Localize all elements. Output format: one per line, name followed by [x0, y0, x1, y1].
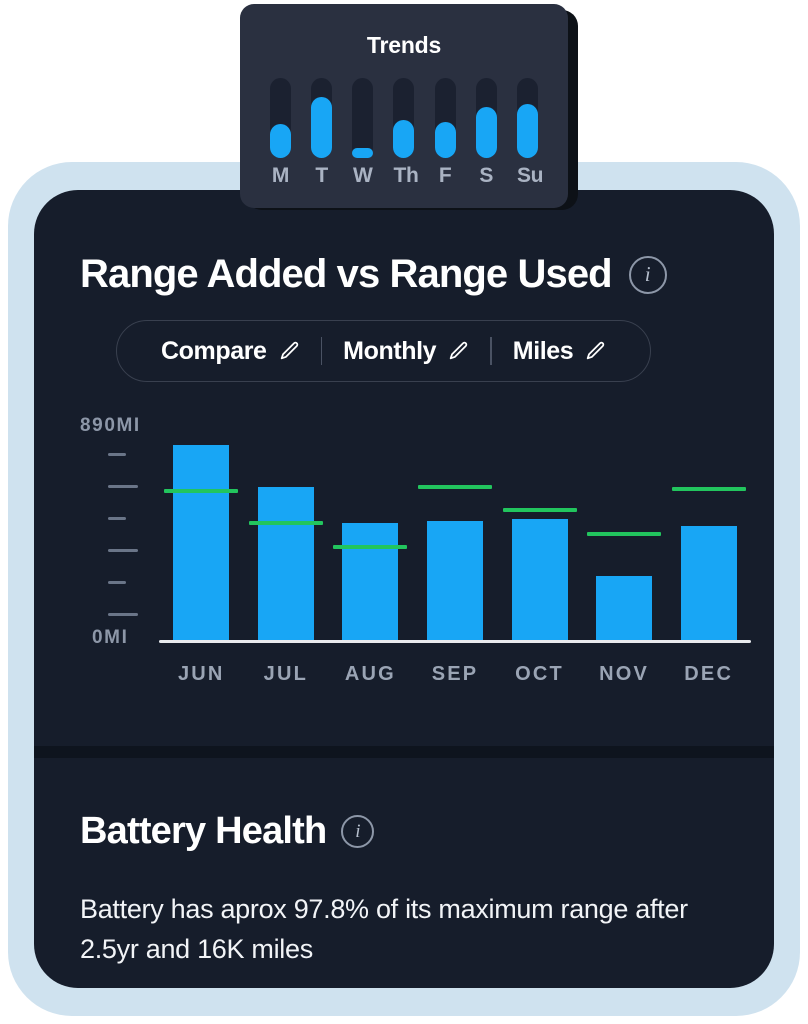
trend-bar-track — [352, 78, 374, 158]
x-axis-label: AUG — [344, 663, 396, 685]
trend-day-label: W — [353, 164, 373, 187]
info-icon[interactable]: i — [628, 255, 667, 294]
trend-bar-fill — [311, 97, 333, 158]
filter-monthly-label: Monthly — [343, 336, 437, 365]
chart-marker-line — [671, 487, 746, 492]
section-divider — [34, 746, 774, 758]
x-axis-label: JUL — [263, 663, 309, 685]
filter-compare[interactable]: Compare — [147, 337, 314, 366]
battery-info-icon-glyph: i — [355, 821, 361, 842]
y-axis-tick — [108, 485, 138, 488]
chart-marker-line — [333, 544, 408, 549]
filter-compare-label: Compare — [161, 336, 267, 365]
trend-day-label: F — [438, 164, 452, 187]
trend-bar-t[interactable] — [311, 78, 333, 158]
y-axis-max-label: 890MI — [80, 415, 141, 436]
filter-separator — [490, 337, 492, 365]
trend-bar-fill — [270, 124, 291, 158]
y-axis-ticks — [108, 453, 148, 645]
filter-miles-label: Miles — [512, 336, 574, 365]
chart-marker-line — [418, 484, 492, 489]
filter-separator — [320, 337, 323, 365]
chart-bar[interactable] — [427, 520, 483, 640]
chart-bar[interactable] — [173, 444, 230, 640]
x-axis-label: OCT — [515, 663, 564, 685]
pencil-icon — [587, 341, 605, 360]
y-axis-tick — [108, 613, 138, 616]
trend-bar-w[interactable] — [352, 78, 374, 158]
chart-bar[interactable] — [596, 576, 653, 640]
page-title: Range Added vs Range Used — [80, 252, 613, 296]
chart-bar[interactable] — [257, 486, 314, 640]
y-axis-tick — [108, 549, 138, 552]
range-chart: 890MI 0MI JUN JUL AUG SEP OCT NOV DEC — [34, 415, 774, 700]
trend-day-label: Su — [516, 164, 544, 187]
trend-bar-su[interactable] — [516, 78, 538, 158]
battery-health-header: Battery Health i — [80, 810, 375, 853]
filter-miles[interactable]: Miles — [499, 337, 621, 366]
y-axis-tick — [108, 453, 126, 456]
filter-monthly[interactable]: Monthly — [329, 337, 483, 366]
x-axis-label: DEC — [684, 663, 734, 685]
trend-bar-fill — [516, 103, 538, 158]
trends-bar-group — [270, 78, 538, 158]
chart-marker-line — [164, 488, 239, 493]
trends-title: Trends — [366, 32, 442, 58]
trend-day-label: T — [315, 164, 328, 187]
trend-bar-fill — [434, 122, 456, 158]
trend-bar-fill — [475, 106, 497, 158]
filter-pill-group: Compare Monthly Miles — [116, 320, 652, 382]
x-axis-label: NOV — [599, 663, 650, 685]
chart-marker-line — [587, 532, 662, 537]
trend-day-label: S — [479, 164, 494, 187]
battery-health-description: Battery has aprox 97.8% of its maximum r… — [80, 894, 688, 964]
trend-bar-s[interactable] — [475, 78, 497, 158]
trend-day-label: M — [271, 164, 290, 187]
y-axis-tick — [108, 517, 126, 520]
chart-bar[interactable] — [342, 522, 399, 640]
trend-bar-fill — [352, 147, 374, 158]
battery-info-icon[interactable]: i — [341, 815, 375, 848]
battery-health-title: Battery Health — [80, 810, 327, 852]
trend-bar-fill — [393, 119, 415, 158]
pencil-icon — [280, 341, 298, 360]
info-icon-glyph: i — [644, 262, 651, 286]
chart-marker-line — [502, 508, 577, 513]
x-axis-label: JUN — [177, 663, 225, 685]
y-axis-tick — [108, 581, 126, 584]
y-axis-min-label: 0MI — [92, 627, 129, 648]
x-axis-line — [159, 640, 751, 643]
main-card: Range Added vs Range Used i Compare Mont… — [34, 190, 774, 988]
x-axis-labels: JUN JUL AUG SEP OCT NOV DEC — [159, 663, 751, 689]
trend-day-label: Th — [393, 164, 419, 187]
chart-plot-area — [159, 423, 751, 643]
pencil-icon — [449, 341, 468, 360]
trend-bar-m[interactable] — [270, 78, 291, 158]
trend-bar-th[interactable] — [393, 78, 415, 158]
chart-bar[interactable] — [680, 525, 737, 640]
chart-marker-line — [248, 520, 323, 525]
trends-day-labels: M T W Th F S Su — [270, 164, 544, 188]
trend-bar-f[interactable] — [434, 78, 456, 158]
chart-bar[interactable] — [511, 518, 568, 640]
x-axis-label: SEP — [431, 663, 479, 685]
card-header: Range Added vs Range Used i — [80, 252, 667, 297]
trends-widget: Trends M T W Th F S Su — [240, 4, 568, 208]
